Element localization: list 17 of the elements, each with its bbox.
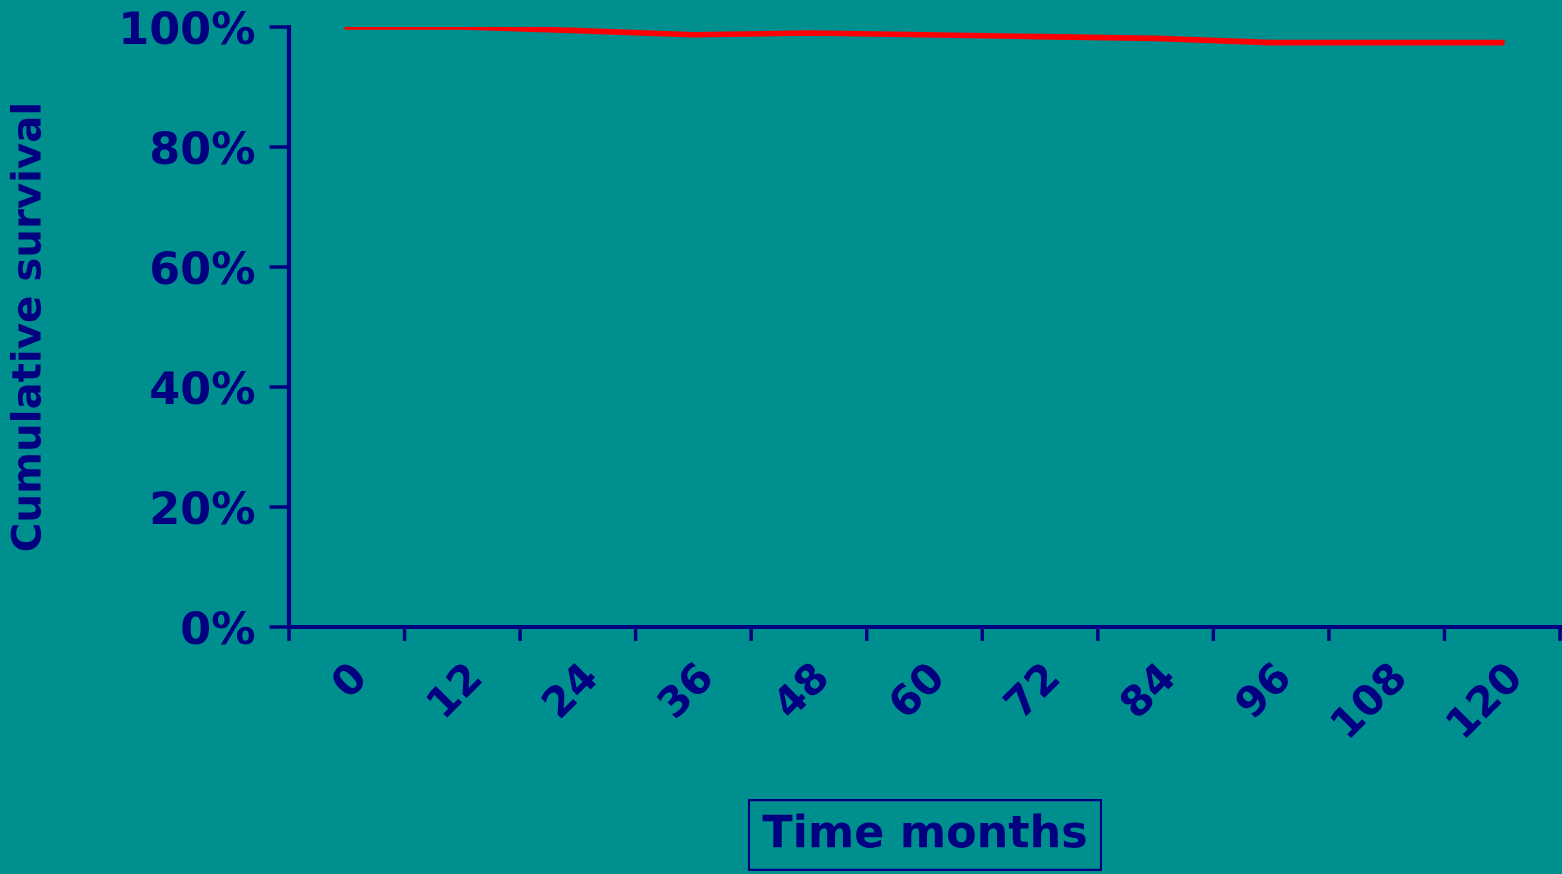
x-tick-label: 96: [1232, 659, 1293, 720]
y-axis-title: Cumulative survival: [9, 105, 42, 551]
y-tick-label: 40%: [151, 370, 255, 405]
y-tick-label: 20%: [152, 490, 255, 525]
x-tick-label: 12: [425, 660, 483, 718]
x-tick-label: 0: [328, 659, 369, 700]
x-tick-label: 36: [654, 659, 715, 720]
y-tick-label: 100%: [123, 10, 255, 45]
x-axis-title: Time months: [762, 813, 1086, 848]
y-tick-label: 0%: [182, 610, 255, 645]
x-tick-label: 60: [885, 659, 946, 720]
x-tick-label: 84: [1116, 659, 1178, 720]
x-tick-label: 24: [539, 659, 599, 719]
x-tick-label: 48: [769, 659, 830, 721]
y-tick-label: 60%: [152, 250, 255, 285]
x-tick-label: 72: [1001, 660, 1060, 719]
y-tick-label: 80%: [152, 130, 255, 165]
